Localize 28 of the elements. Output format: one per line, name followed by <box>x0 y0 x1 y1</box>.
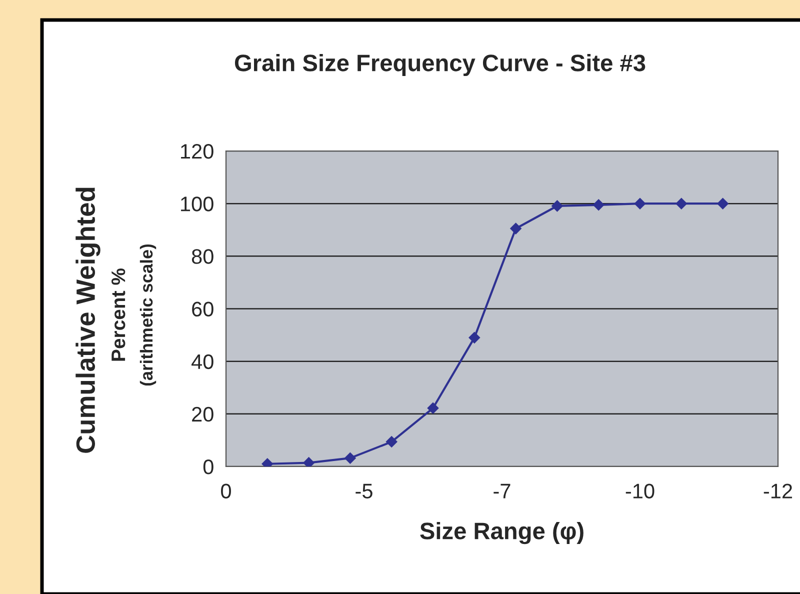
point <box>344 452 356 464</box>
y-tick-label: 40 <box>192 354 214 370</box>
point <box>634 198 646 210</box>
y-tick-label: 100 <box>181 196 214 212</box>
y-tick-label: 60 <box>192 302 214 317</box>
x-axis-title: Size Range (φ) <box>420 522 584 544</box>
y-axis-title: Cumulative Weighted <box>76 188 100 453</box>
point <box>676 198 688 210</box>
x-tick-label: -12 <box>764 484 792 498</box>
x-tick-label: -7 <box>494 484 510 498</box>
point <box>592 199 604 211</box>
point <box>510 222 522 234</box>
point <box>468 332 480 344</box>
chart-title: Grain Size Frequency Curve - Site #3 <box>234 54 646 76</box>
x-tick-label: 0 <box>221 484 231 498</box>
point <box>717 198 728 210</box>
y-tick-label: 0 <box>203 460 214 474</box>
point <box>386 436 398 448</box>
x-tick-label: -10 <box>626 484 654 498</box>
x-tick-label: -5 <box>356 484 372 498</box>
point <box>552 200 563 212</box>
point <box>427 402 439 414</box>
y-tick-label: 120 <box>181 144 214 159</box>
y-tick-label: 20 <box>192 406 214 422</box>
text: Percent % <box>112 268 126 361</box>
text: (arithmetic scale) <box>140 244 156 386</box>
y-tick-label: 80 <box>192 249 214 264</box>
point <box>303 457 314 466</box>
